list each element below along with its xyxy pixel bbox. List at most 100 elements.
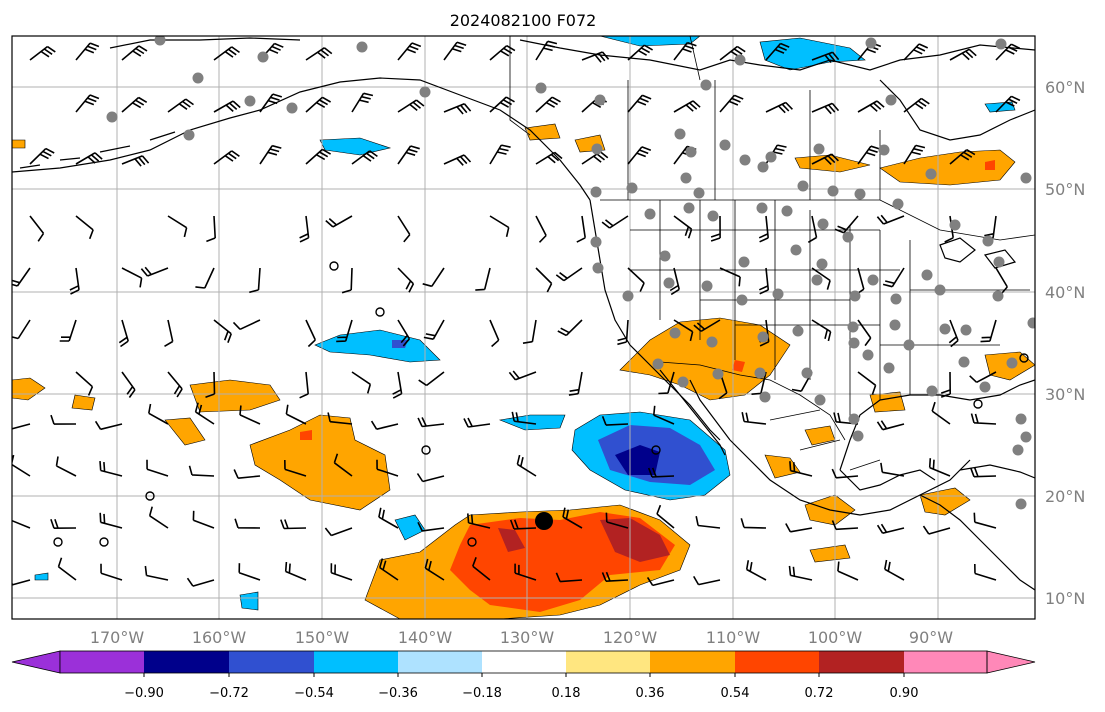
station-dot bbox=[592, 262, 604, 274]
station-dot bbox=[680, 172, 692, 184]
wind-barb bbox=[857, 42, 882, 61]
baja-california bbox=[659, 369, 731, 456]
station-dot bbox=[772, 288, 784, 300]
alaska-coast bbox=[12, 77, 591, 201]
wind-barb bbox=[305, 319, 317, 348]
station-markers bbox=[106, 36, 1035, 510]
positive-anomaly-max-west bbox=[498, 528, 525, 552]
wind-barb bbox=[195, 267, 215, 289]
wind-barb bbox=[837, 561, 859, 581]
wind-barb bbox=[167, 371, 183, 398]
wind-barb bbox=[627, 146, 652, 165]
colorbar-tick-label: −0.72 bbox=[209, 686, 249, 701]
wind-barb bbox=[658, 371, 675, 395]
wind-barb bbox=[581, 51, 610, 63]
calm-wind-markers bbox=[53, 261, 1029, 547]
wind-barb bbox=[75, 94, 100, 113]
gulf-of-mexico-coast bbox=[839, 379, 1035, 491]
station-dot bbox=[1015, 498, 1027, 510]
wind-barb bbox=[758, 215, 769, 243]
wind-barb bbox=[673, 41, 697, 61]
wind-barb bbox=[284, 459, 307, 477]
station-dot bbox=[590, 236, 602, 248]
colorbar-frame bbox=[59, 650, 988, 674]
wind-barb bbox=[522, 319, 537, 344]
wind-barb bbox=[305, 148, 331, 165]
wind-barb bbox=[489, 144, 511, 165]
station-dot bbox=[535, 82, 547, 94]
wind-barb bbox=[562, 507, 583, 529]
wind-barb bbox=[299, 215, 310, 243]
negative-anomaly-region bbox=[239, 591, 259, 611]
station-dot bbox=[797, 180, 809, 192]
wind-barb bbox=[617, 319, 629, 346]
wind-barbs bbox=[12, 40, 1021, 587]
wind-barb bbox=[656, 504, 675, 529]
calm-circle bbox=[421, 445, 431, 455]
wind-barb bbox=[336, 319, 353, 343]
wind-barb bbox=[418, 371, 445, 387]
lon-label: 170°W bbox=[90, 628, 145, 647]
wind-barb bbox=[949, 149, 976, 165]
station-dot bbox=[842, 231, 854, 243]
wind-barb bbox=[581, 151, 609, 165]
wind-barb bbox=[765, 101, 793, 114]
wind-barb bbox=[29, 147, 55, 165]
colorbar-bin bbox=[60, 651, 144, 673]
station-dot bbox=[759, 391, 771, 403]
wind-barb bbox=[740, 518, 767, 529]
wind-barb bbox=[397, 319, 411, 347]
wind-barb bbox=[514, 563, 537, 581]
wind-barb bbox=[55, 456, 77, 477]
station-dot bbox=[848, 337, 860, 349]
wind-barb bbox=[969, 467, 997, 478]
wind-barb bbox=[443, 103, 472, 115]
wind-barb bbox=[884, 559, 905, 581]
station-dot bbox=[192, 72, 204, 84]
positive-anomaly-region bbox=[12, 139, 26, 149]
calm-circle bbox=[651, 445, 661, 455]
wind-barb bbox=[75, 371, 94, 396]
wind-barb bbox=[758, 267, 770, 295]
wind-barb bbox=[188, 465, 215, 477]
wind-barb bbox=[341, 267, 353, 294]
wind-barb bbox=[882, 267, 905, 288]
station-dot bbox=[719, 139, 731, 151]
wind-barb bbox=[213, 100, 241, 113]
colorbar-tick-label: −0.18 bbox=[462, 686, 502, 701]
station-dot bbox=[811, 274, 823, 286]
map-content bbox=[12, 36, 1035, 619]
wind-barb bbox=[213, 150, 240, 165]
wind-barb bbox=[741, 412, 767, 425]
calm-circle bbox=[467, 537, 477, 547]
wind-barb bbox=[876, 420, 905, 431]
wind-barb bbox=[557, 319, 583, 337]
wind-barb bbox=[922, 525, 951, 535]
wind-barb bbox=[673, 319, 694, 342]
figure-title: 2024082100 F072 bbox=[450, 11, 597, 30]
wind-barb bbox=[330, 563, 353, 581]
colorbar-tick-label: 0.54 bbox=[721, 686, 750, 701]
station-dot bbox=[757, 161, 769, 173]
station-dot bbox=[926, 385, 938, 397]
wind-barb bbox=[601, 416, 629, 426]
mexico-pacific-coast bbox=[729, 439, 971, 516]
wind-barb bbox=[535, 215, 547, 243]
station-dot bbox=[885, 94, 897, 106]
positive-anomaly-region bbox=[164, 417, 206, 446]
wind-barb bbox=[392, 371, 403, 399]
wind-barb bbox=[416, 473, 445, 483]
station-dot bbox=[644, 208, 656, 220]
wind-barb bbox=[29, 45, 56, 61]
wind-barb bbox=[995, 43, 1021, 61]
wind-barb bbox=[144, 565, 169, 581]
wind-barb bbox=[50, 414, 77, 425]
station-dot bbox=[958, 356, 970, 368]
station-dot bbox=[801, 367, 813, 379]
wind-barb bbox=[305, 96, 331, 113]
station-dot bbox=[862, 349, 874, 361]
wind-barb bbox=[489, 319, 500, 348]
wind-barb bbox=[186, 577, 215, 587]
wind-barb bbox=[948, 319, 959, 348]
lon-label: 140°W bbox=[398, 628, 453, 647]
